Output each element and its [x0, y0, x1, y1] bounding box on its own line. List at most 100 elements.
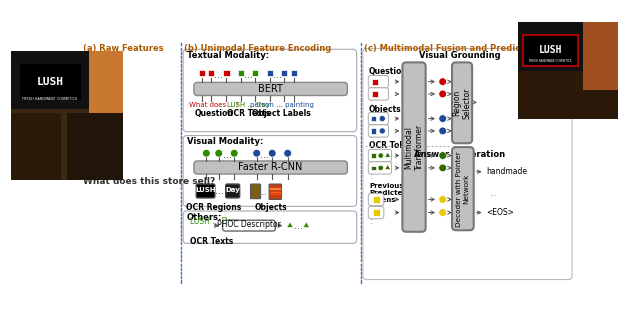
- Text: BERT: BERT: [258, 83, 283, 93]
- Bar: [371, 128, 376, 134]
- Text: Question: Question: [369, 67, 408, 76]
- Text: OCR Texts: OCR Texts: [190, 237, 234, 246]
- Text: PHOC Descriptor: PHOC Descriptor: [217, 220, 281, 230]
- Bar: [89, 51, 123, 122]
- Text: <EOS>: <EOS>: [486, 208, 514, 217]
- Circle shape: [378, 153, 383, 158]
- Text: :: :: [369, 134, 373, 143]
- Text: ...: ...: [294, 221, 303, 230]
- Bar: [11, 113, 61, 180]
- Text: Textual Modality:: Textual Modality:: [187, 51, 269, 60]
- FancyBboxPatch shape: [368, 193, 384, 206]
- FancyBboxPatch shape: [226, 184, 239, 198]
- Text: FRESH HANDMADE COSMETICS: FRESH HANDMADE COSMETICS: [22, 97, 77, 101]
- Bar: [223, 70, 230, 76]
- Text: :: :: [369, 216, 373, 226]
- Circle shape: [439, 78, 447, 85]
- Text: OCR Texts: OCR Texts: [227, 109, 270, 118]
- Text: Object Labels: Object Labels: [252, 109, 311, 118]
- Text: Multimodal
Transformer: Multimodal Transformer: [404, 124, 424, 170]
- Text: ...: ...: [260, 150, 269, 160]
- Text: person ... painting: person ... painting: [250, 102, 314, 108]
- Text: Answer Generation: Answer Generation: [414, 150, 506, 159]
- FancyBboxPatch shape: [368, 75, 388, 88]
- FancyBboxPatch shape: [403, 62, 426, 232]
- Polygon shape: [385, 164, 390, 169]
- Bar: [518, 71, 618, 119]
- Bar: [11, 109, 123, 180]
- Text: Region
Selector: Region Selector: [452, 87, 472, 118]
- Bar: [583, 22, 618, 90]
- Text: :: :: [369, 170, 373, 181]
- Text: (c) Multimodal Fusion and Prediction: (c) Multimodal Fusion and Prediction: [364, 44, 539, 53]
- Text: LUSH: LUSH: [195, 187, 216, 193]
- FancyBboxPatch shape: [452, 62, 472, 143]
- Text: Others:: Others:: [187, 213, 222, 221]
- Bar: [252, 70, 259, 76]
- Text: Question: Question: [195, 109, 234, 118]
- Text: ...: ...: [244, 70, 253, 80]
- Text: LUSH ... Day: LUSH ... Day: [190, 217, 237, 226]
- Bar: [371, 166, 376, 170]
- Polygon shape: [303, 222, 310, 228]
- Bar: [518, 22, 618, 71]
- Text: What does this store sell?: What does this store sell?: [83, 177, 215, 186]
- FancyBboxPatch shape: [368, 112, 388, 125]
- Circle shape: [284, 149, 292, 157]
- FancyBboxPatch shape: [368, 88, 388, 100]
- Text: LUSH ... Day: LUSH ... Day: [227, 102, 269, 108]
- Bar: [372, 196, 380, 203]
- Bar: [20, 64, 81, 100]
- Bar: [291, 70, 297, 76]
- FancyBboxPatch shape: [368, 125, 388, 137]
- FancyBboxPatch shape: [196, 184, 215, 198]
- Bar: [67, 113, 123, 180]
- Text: ...: ...: [223, 150, 232, 160]
- FancyBboxPatch shape: [194, 161, 348, 174]
- Text: What does ...?: What does ...?: [189, 102, 239, 108]
- FancyBboxPatch shape: [250, 184, 260, 199]
- Bar: [371, 116, 376, 121]
- Circle shape: [268, 149, 276, 157]
- Text: LUSH: LUSH: [36, 77, 63, 87]
- Text: Visual Modality:: Visual Modality:: [187, 137, 263, 146]
- Bar: [524, 35, 578, 66]
- Circle shape: [439, 152, 447, 160]
- Text: ...: ...: [273, 70, 282, 80]
- Text: ...: ...: [489, 189, 497, 198]
- Bar: [238, 70, 244, 76]
- Text: Previous
Predicted
Tokens: Previous Predicted Tokens: [369, 183, 408, 203]
- Polygon shape: [287, 222, 293, 228]
- FancyBboxPatch shape: [363, 48, 572, 280]
- Circle shape: [439, 115, 447, 122]
- FancyBboxPatch shape: [183, 49, 356, 132]
- FancyBboxPatch shape: [269, 184, 282, 199]
- Circle shape: [379, 116, 385, 122]
- Text: handmade: handmade: [486, 167, 527, 176]
- Text: (a) Raw Features: (a) Raw Features: [83, 44, 164, 53]
- Text: FRESH HANDMADE COSMETICS: FRESH HANDMADE COSMETICS: [529, 59, 572, 63]
- FancyBboxPatch shape: [183, 211, 356, 243]
- Text: ...: ...: [258, 187, 267, 197]
- Circle shape: [202, 149, 210, 157]
- Bar: [372, 79, 378, 85]
- Bar: [524, 35, 578, 66]
- Circle shape: [439, 90, 447, 98]
- Circle shape: [215, 149, 223, 157]
- Text: LUSH: LUSH: [538, 45, 562, 56]
- Text: Objects: Objects: [255, 203, 288, 212]
- Bar: [267, 70, 273, 76]
- Text: ...: ...: [215, 186, 224, 196]
- Circle shape: [253, 149, 260, 157]
- Text: Faster R-CNN: Faster R-CNN: [239, 162, 303, 172]
- Bar: [281, 70, 287, 76]
- Text: Question:: Question:: [83, 169, 124, 178]
- Polygon shape: [385, 152, 390, 157]
- Text: Day: Day: [225, 187, 240, 193]
- Circle shape: [379, 128, 385, 134]
- Text: ...: ...: [214, 70, 223, 80]
- FancyBboxPatch shape: [368, 206, 384, 219]
- Bar: [372, 91, 378, 97]
- Circle shape: [439, 209, 447, 216]
- Circle shape: [439, 195, 447, 203]
